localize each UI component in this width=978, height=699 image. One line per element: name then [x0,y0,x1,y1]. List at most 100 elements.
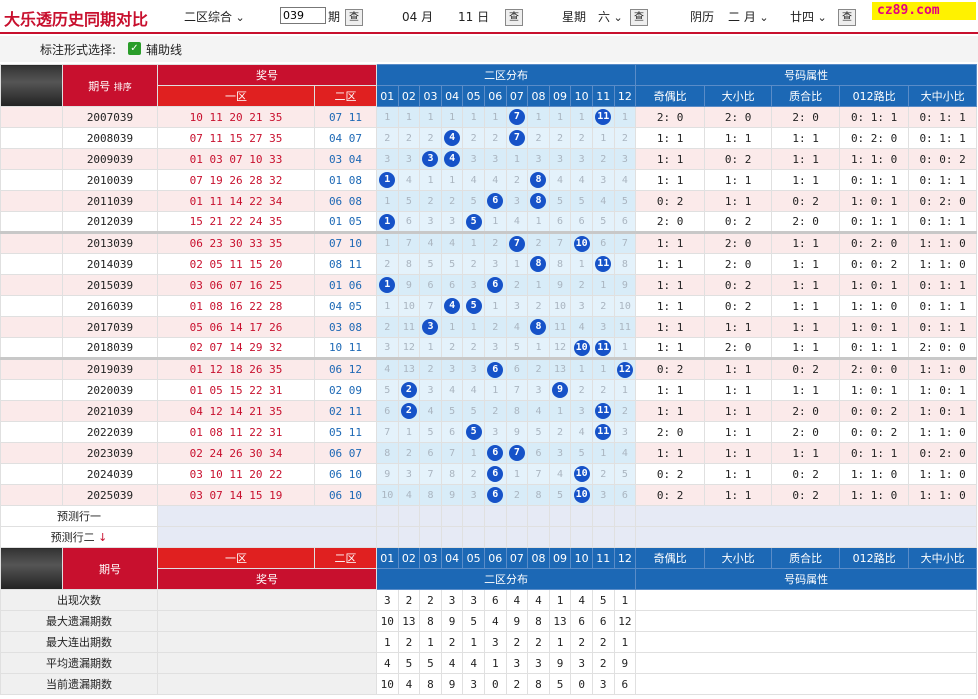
dist-cell: 1 [483,106,507,128]
period-header[interactable]: 期号 排序 [62,64,158,107]
query-button-3[interactable]: 查 [630,9,648,26]
month-select[interactable]: 04 月 [402,10,434,24]
stats-cell: 3 [483,631,507,653]
dist-cell: 4 [419,400,442,422]
query-button-1[interactable]: 查 [345,9,363,26]
dist-cell: 1 [376,190,399,212]
predict-dist-cell[interactable] [548,526,572,548]
predict-dist-cell[interactable] [527,526,550,548]
stats-cell: 9 [440,673,464,695]
attr-cell: 0: 2: 0 [839,127,910,149]
hit-ball: 4 [444,130,461,146]
predict-prize-cell[interactable] [157,505,377,527]
dist-cell: 1 [462,231,485,254]
predict-row[interactable]: 预测行一 [0,505,978,527]
weekday-select[interactable]: 六 [598,8,623,25]
dist-cell-hit: 6 [483,357,507,380]
stats-cell: 2 [440,631,464,653]
stats-cell: 5 [462,610,485,632]
dist-cell: 1 [591,442,615,464]
period-cell: 2009039 [62,148,158,170]
stats-cell: 13 [548,610,572,632]
predict-dist-cell[interactable] [505,526,529,548]
query-button-4[interactable]: 查 [838,9,856,26]
dist-cell: 1 [527,106,550,128]
dist-cell: 2 [483,231,507,254]
stats-cell: 3 [440,589,464,611]
predict-dist-cell[interactable] [570,526,593,548]
predict-dist-cell[interactable] [613,526,637,548]
predict-dist-cell[interactable] [505,505,529,527]
dist-cell-hit: 3 [419,316,442,338]
dist-cell: 1 [483,379,507,401]
dist-cell-hit: 3 [419,148,442,170]
stats-cell: 12 [613,610,637,632]
dist-cell: 7 [527,463,550,485]
attr-cell: 2: 0 [771,211,841,233]
predict-label[interactable]: 预测行一 [0,505,158,527]
attr-cell: 0: 2 [704,211,773,233]
dist-cell: 4 [462,169,485,191]
aux-line-checkbox[interactable]: ✓ [128,42,141,55]
predict-dist-cell[interactable] [419,505,442,527]
dist-cell: 12 [397,337,421,359]
site-logo[interactable]: cz89.com [872,2,976,20]
attr-cell: 1: 1 [635,274,706,296]
dist-col-footer-07: 07 [505,547,529,569]
lunar-month-select[interactable]: 二 月 [728,8,769,25]
lunar-day-select[interactable]: 廿四 [790,8,827,25]
zone-select[interactable]: 二区综合 [184,8,245,25]
predict-dist-cell[interactable] [440,526,464,548]
dist-cell: 1 [505,463,529,485]
hit-ball: 6 [487,277,504,293]
predict-prize-cell[interactable] [157,526,377,548]
dist-cell: 2 [483,400,507,422]
dist-cell: 1 [613,379,637,401]
sort-link[interactable]: 排序 [113,82,132,93]
dist-cell: 1 [570,106,593,128]
dist-cell: 1 [591,127,615,149]
predict-dist-cell[interactable] [483,505,507,527]
dist-col-09: 09 [548,85,572,107]
dist-cell: 1 [376,231,399,254]
predict-dist-cell[interactable] [591,505,615,527]
stats-label: 当前遗漏期数 [0,673,158,695]
period-cell: 2011039 [62,190,158,212]
day-select[interactable]: 11 日 [458,10,490,24]
predict-dist-cell[interactable] [397,526,421,548]
predict-dist-cell[interactable] [376,526,399,548]
attr-cell: 0: 2: 0 [908,190,978,212]
row-blur [0,127,63,149]
predict-dist-cell[interactable] [527,505,550,527]
period-cell: 2025039 [62,484,158,506]
stats-cell: 6 [570,610,593,632]
dist-cell-hit: 5 [462,295,485,317]
dist-cell: 1 [505,148,529,170]
predict-dist-cell[interactable] [613,505,637,527]
dist-col-footer-09: 09 [548,547,572,569]
period-input[interactable] [280,7,326,24]
predict-dist-cell[interactable] [462,505,485,527]
predict-dist-cell[interactable] [397,505,421,527]
predict-row[interactable]: 预测行二 ↓ [0,526,978,548]
query-button-2[interactable]: 查 [505,9,523,26]
stats-row: 出现次数 3 2 2 3 3 6 4 4 1 4 5 1 [0,589,978,611]
predict-dist-cell[interactable] [462,526,485,548]
predict-dist-cell[interactable] [419,526,442,548]
predict-dist-cell[interactable] [548,505,572,527]
hit-ball: 6 [487,466,504,482]
predict-label[interactable]: 预测行二 ↓ [0,526,158,548]
dist-cell: 2 [505,169,529,191]
predict-dist-cell[interactable] [591,526,615,548]
predict-dist-cell[interactable] [483,526,507,548]
predict-dist-cell[interactable] [570,505,593,527]
dist-cell: 2 [440,337,464,359]
predict-dist-cell[interactable] [376,505,399,527]
dist-cell: 4 [440,231,464,254]
attr-cell: 1: 0: 1 [839,274,910,296]
predict-dist-cell[interactable] [440,505,464,527]
dist-cell: 7 [613,231,637,254]
dist-cell: 8 [548,253,572,275]
attr-cell: 1: 0: 1 [839,316,910,338]
attr-cell: 0: 1: 1 [839,169,910,191]
